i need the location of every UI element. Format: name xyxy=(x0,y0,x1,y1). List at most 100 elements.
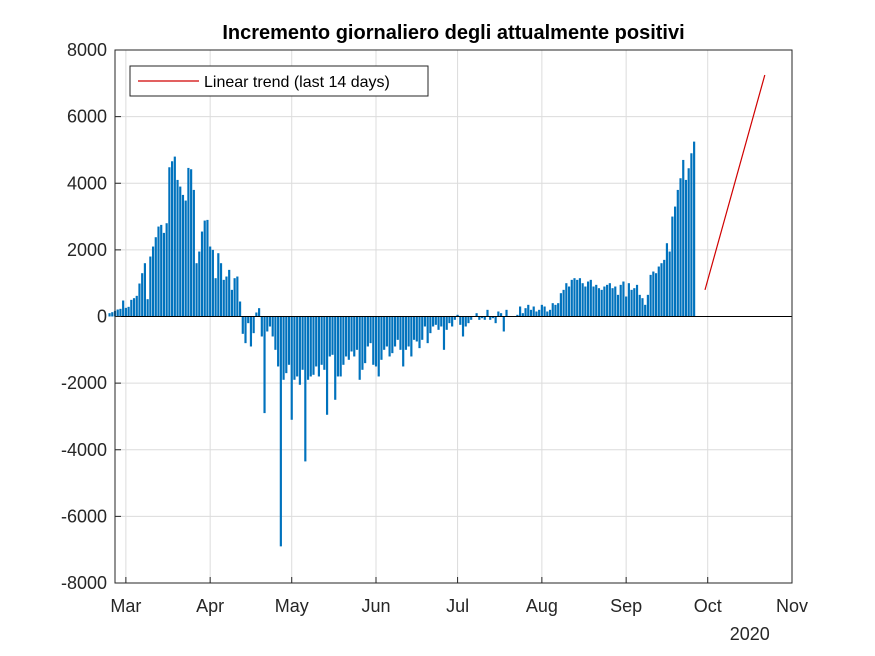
bar xyxy=(119,308,122,317)
bar xyxy=(301,316,304,370)
bar xyxy=(660,263,663,317)
bar xyxy=(646,294,649,317)
bar xyxy=(415,316,418,342)
bar xyxy=(179,186,182,317)
bar xyxy=(559,293,562,317)
bar xyxy=(456,314,459,317)
bar xyxy=(383,316,386,350)
bar xyxy=(282,316,285,380)
bar xyxy=(342,316,345,365)
y-tick-label: -2000 xyxy=(61,373,107,393)
bar xyxy=(638,294,641,317)
bar xyxy=(529,309,533,317)
bar xyxy=(315,316,318,367)
bar xyxy=(448,316,451,324)
bar xyxy=(478,316,481,320)
bar xyxy=(682,159,685,317)
bar xyxy=(565,283,568,317)
bar xyxy=(423,316,427,327)
bar xyxy=(328,316,331,357)
bar xyxy=(641,298,644,317)
bar xyxy=(581,283,584,317)
bar xyxy=(548,309,552,317)
bar xyxy=(687,168,690,317)
bar xyxy=(132,298,136,317)
bar xyxy=(586,281,590,317)
bar xyxy=(209,246,212,317)
bar xyxy=(671,216,674,317)
bar xyxy=(499,313,503,317)
bar xyxy=(309,316,312,377)
bar xyxy=(614,286,617,317)
bar xyxy=(611,288,614,317)
bar xyxy=(524,308,527,317)
bar xyxy=(657,266,660,317)
bar xyxy=(255,312,258,317)
bar xyxy=(679,178,682,317)
bar xyxy=(358,316,361,380)
bar xyxy=(320,316,323,365)
bar xyxy=(532,306,535,317)
bar xyxy=(374,316,378,367)
bar xyxy=(665,243,669,317)
bar xyxy=(627,283,630,317)
bar xyxy=(606,284,609,317)
bar xyxy=(168,167,171,317)
bar xyxy=(249,316,253,347)
bar xyxy=(361,316,364,370)
bar xyxy=(124,307,127,317)
bar xyxy=(151,246,155,317)
bar xyxy=(230,289,233,317)
y-tick-label: 0 xyxy=(97,307,107,327)
bar xyxy=(676,189,679,317)
bar xyxy=(464,316,467,327)
bar xyxy=(595,284,598,317)
bar xyxy=(296,316,299,377)
bar xyxy=(543,306,546,317)
bar xyxy=(600,289,603,317)
bar xyxy=(165,223,168,317)
x-tick-label: Mar xyxy=(110,596,141,616)
bar xyxy=(377,316,380,377)
bar xyxy=(461,316,465,337)
bar xyxy=(442,316,446,350)
bar xyxy=(228,269,231,317)
bar xyxy=(584,286,587,317)
bar xyxy=(325,316,329,415)
bar xyxy=(546,311,549,317)
bar xyxy=(331,316,334,355)
bar xyxy=(143,263,146,317)
bar xyxy=(502,316,505,332)
bar xyxy=(654,273,658,317)
bar xyxy=(154,237,157,317)
bar xyxy=(451,316,454,327)
bar xyxy=(350,316,353,352)
bar xyxy=(418,316,421,349)
bar xyxy=(135,295,138,317)
bar xyxy=(459,316,462,325)
year-label: 2020 xyxy=(730,624,770,644)
x-tick-label: Oct xyxy=(694,596,722,616)
bar xyxy=(649,274,652,317)
bar xyxy=(157,226,160,317)
bar xyxy=(470,316,473,320)
bar xyxy=(141,273,144,317)
bar xyxy=(486,309,489,317)
bar xyxy=(293,316,296,380)
x-axis: Mar Apr May Jun Jul Aug Sep Oct Nov xyxy=(110,577,808,616)
bar xyxy=(260,316,263,337)
bar xyxy=(306,316,310,380)
bar xyxy=(592,286,595,317)
bar xyxy=(184,200,187,317)
bar xyxy=(122,300,125,317)
bar xyxy=(391,316,394,354)
bar xyxy=(149,256,152,317)
bar xyxy=(317,316,321,377)
y-axis: -8000 -6000 -4000 -2000 0 2000 4000 6000 8000 xyxy=(61,40,121,593)
bar xyxy=(334,316,337,400)
bar xyxy=(622,281,625,317)
bar xyxy=(521,313,524,317)
bar xyxy=(111,312,114,317)
y-tick-label: 4000 xyxy=(67,173,107,193)
